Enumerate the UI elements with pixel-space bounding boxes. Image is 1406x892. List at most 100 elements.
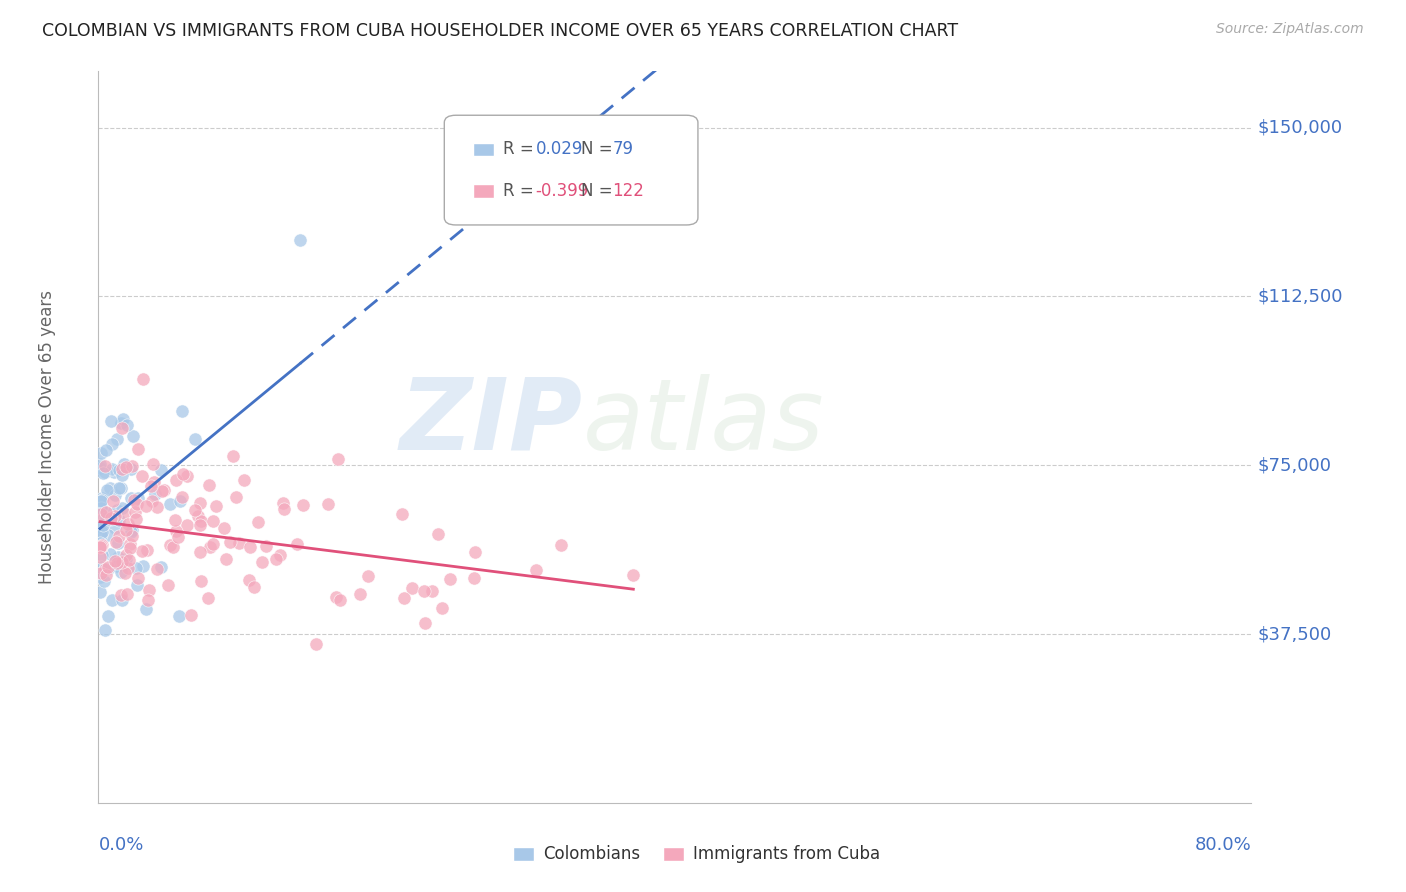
Text: Householder Income Over 65 years: Householder Income Over 65 years: [38, 290, 56, 584]
Text: ZIP: ZIP: [399, 374, 582, 471]
Point: [349, 587, 371, 601]
Point: [89, 550, 111, 565]
Point: [412, 584, 434, 599]
Point: [108, 513, 131, 527]
Point: [127, 442, 149, 457]
Point: [90, 520, 112, 534]
Point: [141, 494, 163, 508]
Point: [326, 452, 349, 467]
FancyBboxPatch shape: [444, 115, 697, 225]
Point: [117, 418, 139, 433]
Text: R =: R =: [503, 182, 538, 200]
Point: [100, 510, 122, 524]
Point: [200, 540, 222, 554]
Point: [143, 487, 166, 501]
Point: [111, 461, 134, 475]
Point: [271, 496, 294, 510]
Text: Source: ZipAtlas.com: Source: ZipAtlas.com: [1216, 22, 1364, 37]
Point: [89, 570, 111, 584]
Point: [159, 538, 181, 552]
Point: [94, 442, 117, 457]
Point: [201, 536, 224, 550]
Point: [432, 601, 454, 615]
Point: [221, 449, 243, 463]
Point: [114, 566, 136, 581]
Point: [90, 527, 112, 541]
Point: [169, 493, 191, 508]
Point: [197, 591, 219, 606]
Point: [125, 497, 148, 511]
Point: [114, 548, 136, 562]
Point: [90, 566, 112, 580]
Point: [621, 568, 644, 582]
Point: [90, 560, 112, 574]
Point: [250, 555, 273, 569]
Point: [105, 432, 128, 446]
Point: [89, 498, 111, 512]
Point: [292, 498, 315, 512]
Point: [165, 512, 187, 526]
Point: [105, 556, 128, 570]
FancyBboxPatch shape: [664, 847, 685, 861]
Point: [287, 536, 309, 550]
Point: [125, 578, 148, 592]
Point: [190, 574, 212, 588]
Point: [357, 569, 380, 583]
Point: [145, 500, 167, 515]
Point: [120, 461, 142, 475]
Point: [188, 496, 211, 510]
Point: [215, 552, 238, 566]
Point: [463, 571, 485, 585]
Point: [166, 530, 188, 544]
Point: [90, 500, 112, 515]
Point: [121, 523, 143, 537]
Point: [101, 493, 124, 508]
Point: [188, 545, 211, 559]
Point: [108, 481, 131, 495]
Point: [254, 539, 277, 553]
Text: 0.0%: 0.0%: [98, 836, 143, 854]
Point: [172, 467, 194, 481]
Point: [100, 506, 122, 520]
Point: [117, 561, 139, 575]
Point: [124, 505, 146, 519]
Point: [120, 491, 142, 506]
Point: [225, 490, 247, 504]
Point: [108, 463, 131, 477]
Point: [117, 516, 139, 531]
Point: [97, 561, 120, 575]
Point: [159, 497, 181, 511]
Point: [91, 518, 114, 533]
Point: [90, 491, 112, 505]
Point: [394, 591, 416, 605]
Point: [93, 574, 115, 588]
Point: [329, 593, 352, 607]
Text: N =: N =: [582, 182, 619, 200]
Point: [105, 535, 128, 549]
Point: [115, 523, 138, 537]
Point: [112, 506, 135, 520]
Text: $150,000: $150,000: [1257, 119, 1343, 136]
Point: [108, 529, 131, 543]
Text: 79: 79: [613, 140, 634, 158]
Point: [101, 436, 124, 450]
Point: [110, 501, 132, 516]
Text: $112,500: $112,500: [1257, 287, 1343, 305]
Point: [131, 543, 153, 558]
Point: [124, 561, 146, 575]
Point: [141, 479, 163, 493]
Point: [524, 563, 547, 577]
Point: [96, 567, 118, 582]
Point: [111, 421, 134, 435]
Point: [100, 414, 122, 428]
Point: [135, 499, 157, 513]
Point: [105, 559, 128, 574]
Point: [94, 505, 117, 519]
Point: [94, 465, 117, 479]
Text: Immigrants from Cuba: Immigrants from Cuba: [693, 845, 880, 863]
Point: [439, 572, 461, 586]
Text: N =: N =: [582, 140, 619, 158]
Point: [150, 463, 173, 477]
Point: [550, 538, 572, 552]
Point: [172, 491, 194, 505]
